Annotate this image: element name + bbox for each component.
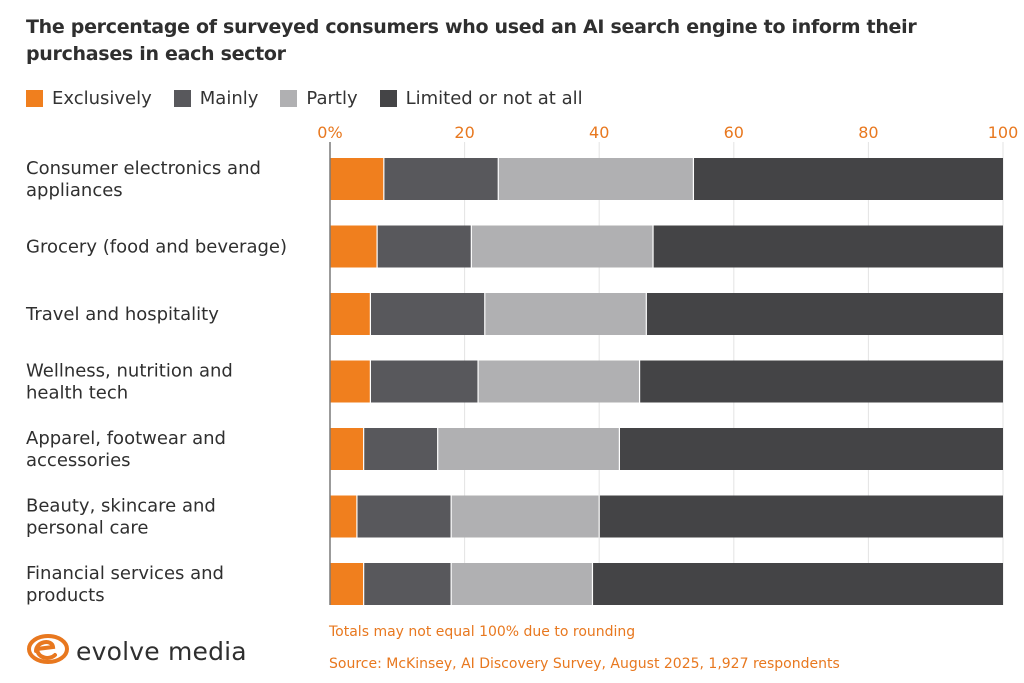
category-label: Beauty, skincare and personal care [26, 496, 216, 539]
category-label-line: Consumer electronics and [26, 158, 261, 179]
bar-segment-partly [478, 360, 640, 403]
rounding-note: Totals may not equal 100% due to roundin… [329, 624, 636, 640]
legend-label-exclusively: Exclusively [52, 87, 152, 109]
category-label: Consumer electronics and appliances [26, 158, 261, 201]
x-tick-label: 100 [988, 123, 1019, 142]
bar-segment-partly [437, 428, 620, 470]
category-label-line: Travel and hospitality [25, 304, 219, 325]
category-label-line: Wellness, nutrition and [26, 361, 233, 382]
bar-segment-limited-or-not-at-all [646, 293, 1003, 335]
bar-segment-partly [498, 158, 694, 200]
bar-segment-exclusively [330, 563, 364, 605]
bar-segment-mainly [370, 293, 485, 335]
x-tick-label: 60 [724, 123, 744, 142]
category-label: Financial services and products [26, 563, 224, 606]
legend-item-limited: Limited or not at all [379, 87, 583, 109]
legend-swatch-exclusively [26, 89, 43, 107]
evolve-logo-icon [27, 634, 69, 664]
logo: evolve media [26, 628, 247, 674]
legend-swatch-mainly [173, 89, 191, 107]
bar-segment-mainly [356, 495, 452, 538]
bar-segment-mainly [377, 225, 472, 268]
bar-segment-mainly [370, 360, 479, 403]
bar-segment-exclusively [330, 293, 371, 335]
legend-label-mainly: Mainly [199, 87, 259, 109]
legend-swatch-limited [379, 89, 397, 107]
category-label-line: products [26, 585, 105, 606]
category-label-line: appliances [26, 180, 123, 201]
category-label: Grocery (food and beverage) [26, 237, 287, 258]
bar-segment-mainly [383, 158, 499, 200]
x-tick-label: 40 [589, 123, 609, 142]
bar-segment-partly [471, 225, 654, 268]
category-label: Wellness, nutrition and health tech [26, 361, 233, 404]
category-label: Apparel, footwear and accessories [26, 428, 226, 471]
logo-text: evolve media [76, 636, 247, 666]
category-label-line: Beauty, skincare and [26, 496, 216, 517]
bar-segment-exclusively [330, 428, 364, 470]
category-label: Travel and hospitality [25, 304, 219, 325]
bar-segment-mainly [363, 563, 452, 605]
bar-segment-limited-or-not-at-all [693, 158, 1003, 200]
bar-segment-exclusively [330, 225, 378, 268]
legend-swatch-partly [280, 89, 298, 107]
legend-item-partly: Partly [280, 87, 358, 109]
legend-item-mainly: Mainly [173, 87, 259, 109]
legend-label-partly: Partly [306, 87, 358, 109]
legend-label-limited: Limited or not at all [405, 87, 583, 109]
bar-segment-partly [484, 293, 647, 335]
category-label-line: health tech [26, 383, 128, 404]
bar-segment-limited-or-not-at-all [639, 360, 1003, 403]
x-tick-label: 80 [858, 123, 878, 142]
bar-segment-mainly [363, 428, 438, 470]
source-note: Source: McKinsey, AI Discovery Survey, A… [329, 656, 840, 672]
bar-segment-limited-or-not-at-all [653, 225, 1003, 268]
bar-segment-exclusively [330, 495, 357, 538]
legend-item-exclusively: Exclusively [26, 88, 152, 109]
bar-segment-exclusively [330, 360, 371, 403]
category-label-line: Financial services and [26, 563, 224, 584]
category-label-line: Grocery (food and beverage) [26, 237, 287, 258]
category-label-line: Apparel, footwear and [26, 428, 226, 449]
category-label-line: accessories [26, 450, 131, 471]
bar-segment-exclusively [330, 158, 384, 200]
chart-title: The percentage of surveyed consumers who… [26, 16, 917, 65]
x-tick-label: 20 [454, 123, 474, 142]
legend: Exclusively Mainly Partly Limited or not… [26, 86, 605, 110]
bar-segment-limited-or-not-at-all [592, 563, 1003, 605]
bar-segment-limited-or-not-at-all [599, 495, 1003, 538]
bar-segment-partly [451, 563, 593, 605]
category-label-line: personal care [26, 518, 148, 539]
bar-segment-partly [451, 495, 600, 538]
x-tick-label: 0% [317, 123, 342, 142]
bar-segment-limited-or-not-at-all [619, 428, 1003, 470]
